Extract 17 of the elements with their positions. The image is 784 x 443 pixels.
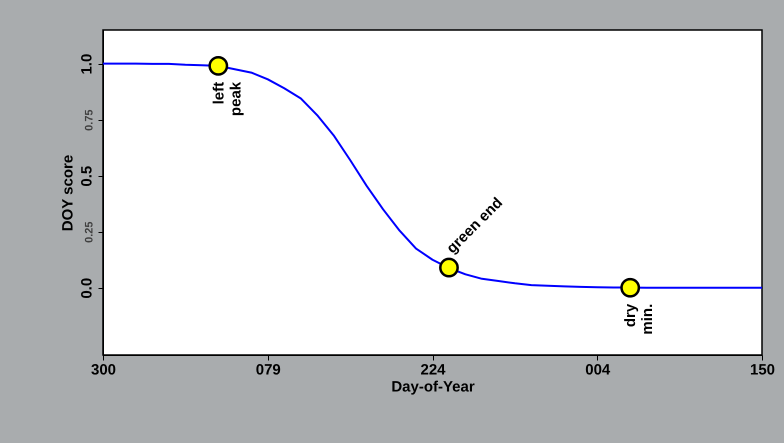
x-tick-label: 004 <box>585 362 611 378</box>
x-tick-label: 300 <box>90 362 116 378</box>
y-tick-label: 1.0 <box>78 54 96 75</box>
point <box>439 258 459 278</box>
annotation: left peak <box>210 81 244 116</box>
y-tick-label: 0.0 <box>78 278 96 299</box>
y-tick-label: 0.75 <box>84 109 96 131</box>
x-tick-label: 150 <box>750 362 776 378</box>
y-tick-label: 0.25 <box>84 222 96 243</box>
y-tick-label: 0.5 <box>78 166 96 187</box>
x-tick-label: 079 <box>256 362 281 378</box>
annotation: dry min. <box>622 303 656 335</box>
point <box>620 278 640 298</box>
y-axis-title: DOY score <box>60 154 76 232</box>
x-axis-title: Day-of-Year <box>391 378 475 396</box>
x-tick-label: 224 <box>420 362 446 378</box>
point <box>208 56 228 76</box>
